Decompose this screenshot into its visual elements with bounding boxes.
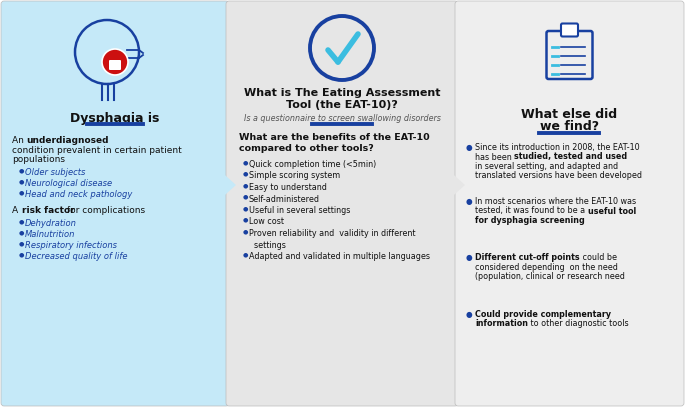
Text: ●: ● — [19, 179, 25, 184]
Text: Respiratory infections: Respiratory infections — [25, 241, 117, 250]
Text: in several setting, and adapted and: in several setting, and adapted and — [475, 162, 618, 171]
Text: ●: ● — [19, 230, 25, 235]
Text: ●: ● — [19, 252, 25, 257]
Text: ●: ● — [19, 190, 25, 195]
Text: Proven reliability and  validity in different: Proven reliability and validity in diffe… — [249, 229, 416, 238]
Polygon shape — [445, 167, 465, 203]
FancyBboxPatch shape — [226, 1, 458, 406]
Text: Could provide complementary: Could provide complementary — [475, 310, 611, 319]
Text: Simple scoring system: Simple scoring system — [249, 171, 340, 180]
Text: Since its introduction in 2008, the EAT-10: Since its introduction in 2008, the EAT-… — [475, 143, 640, 152]
Text: tested, it was found to be a: tested, it was found to be a — [475, 206, 588, 215]
Text: useful tool: useful tool — [588, 206, 636, 215]
FancyBboxPatch shape — [109, 60, 121, 70]
Text: In most scenarios where the EAT-10 was: In most scenarios where the EAT-10 was — [475, 197, 636, 206]
Text: An: An — [12, 136, 27, 145]
Text: for dysphagia screening: for dysphagia screening — [475, 216, 585, 225]
Text: Malnutrition: Malnutrition — [25, 230, 75, 239]
Text: considered depending  on the need: considered depending on the need — [475, 263, 618, 271]
Text: What else did: What else did — [521, 108, 618, 121]
FancyBboxPatch shape — [1, 1, 229, 406]
Text: A: A — [12, 206, 21, 215]
Text: underdiagnosed: underdiagnosed — [26, 136, 108, 145]
Text: we find?: we find? — [540, 120, 599, 133]
Text: compared to other tools?: compared to other tools? — [239, 144, 374, 153]
Text: ●: ● — [243, 171, 249, 177]
Text: Easy to understand: Easy to understand — [249, 183, 327, 192]
Text: could be: could be — [580, 253, 616, 262]
Text: Neurological disease: Neurological disease — [25, 179, 112, 188]
Text: Low cost: Low cost — [249, 217, 284, 227]
Text: (population, clinical or research need: (population, clinical or research need — [475, 272, 625, 281]
Polygon shape — [216, 167, 236, 203]
Text: ●: ● — [243, 183, 249, 188]
Text: translated versions have been developed: translated versions have been developed — [475, 171, 642, 180]
Text: ●: ● — [466, 253, 473, 262]
Text: studied, tested and used: studied, tested and used — [514, 153, 627, 162]
Circle shape — [102, 49, 128, 75]
Text: Quick completion time (<5min): Quick completion time (<5min) — [249, 160, 376, 169]
Text: What are the benefits of the EAT-10: What are the benefits of the EAT-10 — [239, 133, 429, 142]
Text: has been: has been — [475, 153, 514, 162]
Text: ●: ● — [243, 206, 249, 211]
Text: Dysphagia is: Dysphagia is — [71, 112, 160, 125]
Text: for complications: for complications — [64, 206, 145, 215]
Text: Adapted and validated in multiple languages: Adapted and validated in multiple langua… — [249, 252, 430, 261]
Text: to other diagnostic tools: to other diagnostic tools — [528, 319, 629, 328]
Text: ●: ● — [466, 197, 473, 206]
FancyBboxPatch shape — [455, 1, 684, 406]
Text: ●: ● — [19, 168, 25, 173]
Text: ●: ● — [243, 160, 249, 165]
Text: What is The Eating Assessment: What is The Eating Assessment — [244, 88, 440, 98]
Text: information: information — [475, 319, 528, 328]
Text: Decreased quality of life: Decreased quality of life — [25, 252, 127, 261]
Text: ●: ● — [243, 229, 249, 234]
Text: Tool (the EAT-10)?: Tool (the EAT-10)? — [286, 100, 398, 110]
Text: Useful in several settings: Useful in several settings — [249, 206, 350, 215]
Text: Self-administered: Self-administered — [249, 195, 320, 204]
Text: populations: populations — [12, 155, 65, 164]
Text: ●: ● — [19, 219, 25, 224]
Text: ●: ● — [243, 195, 249, 199]
Text: settings: settings — [249, 241, 286, 249]
FancyBboxPatch shape — [561, 24, 578, 37]
Text: Different cut-off points: Different cut-off points — [475, 253, 580, 262]
Text: Is a questionnaire to screen swallowing disorders: Is a questionnaire to screen swallowing … — [244, 114, 440, 123]
Text: Head and neck pathology: Head and neck pathology — [25, 190, 132, 199]
Text: Older subjects: Older subjects — [25, 168, 86, 177]
Text: ●: ● — [466, 310, 473, 319]
Text: Dehydration: Dehydration — [25, 219, 77, 228]
Text: risk factor: risk factor — [22, 206, 75, 215]
Text: ●: ● — [466, 143, 473, 152]
Text: ●: ● — [243, 252, 249, 257]
Text: ●: ● — [243, 217, 249, 223]
Text: ●: ● — [19, 241, 25, 246]
Text: condition prevalent in certain patient: condition prevalent in certain patient — [12, 146, 182, 155]
